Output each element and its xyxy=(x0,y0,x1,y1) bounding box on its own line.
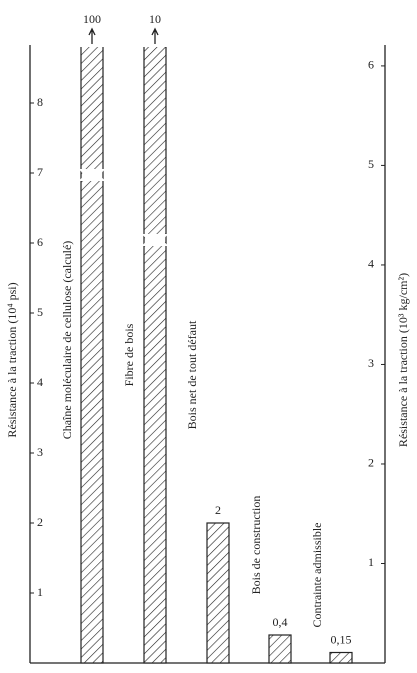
y-tick-label: 6 xyxy=(37,235,43,249)
category-label: Bois net de tout défaut xyxy=(185,320,199,429)
value-label: 2 xyxy=(215,503,221,517)
value-label: 0,4 xyxy=(273,615,288,629)
bar-break xyxy=(79,169,105,181)
bar xyxy=(329,651,353,664)
bar xyxy=(143,47,167,664)
y-tick-label: 4 xyxy=(37,375,43,389)
y2-tick-label: 4 xyxy=(368,257,374,271)
y2-tick-label: 6 xyxy=(368,58,374,72)
category-label: Fibre de bois xyxy=(122,323,136,386)
bar xyxy=(80,47,104,664)
y2-tick-label: 2 xyxy=(368,456,374,470)
y-tick-label: 7 xyxy=(37,165,43,179)
bar-break xyxy=(142,234,168,246)
arrow xyxy=(151,27,159,44)
category-label: Chaîne moléculaire de cellulose (calculé… xyxy=(60,241,74,440)
category-label: Contrainte admissible xyxy=(310,523,324,628)
y-tick-label: 1 xyxy=(37,585,43,599)
y2-tick-label: 3 xyxy=(368,356,374,370)
category-label: Bois de construction xyxy=(249,496,263,595)
y-tick-label: 8 xyxy=(37,95,43,109)
value-label: 100 xyxy=(83,12,101,26)
value-label: 10 xyxy=(149,12,161,26)
y-tick-label: 3 xyxy=(37,445,43,459)
y2-tick-label: 5 xyxy=(368,157,374,171)
y-tick-label: 5 xyxy=(37,305,43,319)
bar xyxy=(268,634,292,664)
y-tick-label: 2 xyxy=(37,515,43,529)
value-label: 0,15 xyxy=(331,632,352,646)
y-axis-title: Résistance à la traction (10⁴ psi) xyxy=(5,282,19,437)
y2-tick-label: 1 xyxy=(368,555,374,569)
arrow xyxy=(88,27,96,44)
y2-axis-title: Résistance à la traction (10³ kg/cm²) xyxy=(396,273,410,447)
bar xyxy=(206,522,230,664)
